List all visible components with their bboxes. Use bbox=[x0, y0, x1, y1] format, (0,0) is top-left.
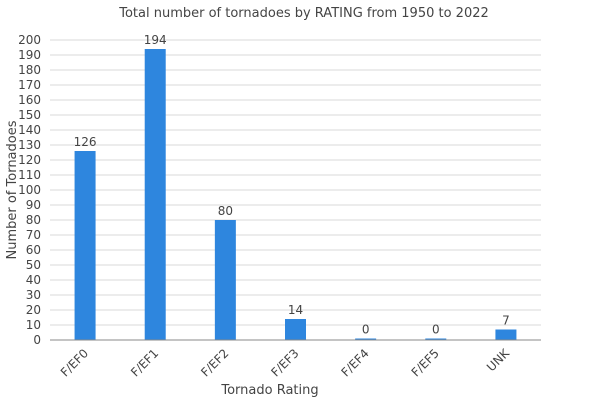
bar bbox=[425, 338, 447, 340]
y-tick-label: 120 bbox=[18, 153, 41, 167]
data-label: 126 bbox=[74, 135, 97, 149]
y-tick-label: 160 bbox=[18, 93, 41, 107]
y-tick-label: 80 bbox=[26, 213, 41, 227]
x-tick-label: UNK bbox=[484, 345, 513, 374]
y-tick-label: 150 bbox=[18, 108, 41, 122]
x-tick-label: F/EF3 bbox=[268, 346, 301, 379]
x-tick-label: F/EF1 bbox=[128, 346, 161, 379]
y-tick-label: 130 bbox=[18, 138, 41, 152]
x-tick-label: F/EF5 bbox=[409, 346, 442, 379]
x-tick-label: F/EF0 bbox=[58, 346, 91, 379]
bar bbox=[355, 338, 377, 340]
y-tick-label: 60 bbox=[26, 243, 41, 257]
y-tick-label: 40 bbox=[26, 273, 41, 287]
data-label: 0 bbox=[432, 323, 440, 337]
y-tick-label: 100 bbox=[18, 183, 41, 197]
data-label: 0 bbox=[362, 323, 370, 337]
y-tick-label: 200 bbox=[18, 33, 41, 47]
x-tick-label: F/EF2 bbox=[198, 346, 231, 379]
data-label: 7 bbox=[502, 314, 510, 328]
y-tick-label: 10 bbox=[26, 318, 41, 332]
y-tick-label: 90 bbox=[26, 198, 41, 212]
y-tick-label: 170 bbox=[18, 78, 41, 92]
bar bbox=[74, 151, 96, 340]
y-axis-ticks: 0102030405060708090100110120130140150160… bbox=[18, 33, 41, 347]
gridlines bbox=[50, 39, 541, 326]
y-tick-label: 20 bbox=[26, 303, 41, 317]
bar bbox=[144, 49, 166, 340]
bar bbox=[214, 220, 236, 340]
y-tick-label: 0 bbox=[33, 333, 41, 347]
data-label: 194 bbox=[144, 33, 167, 47]
y-tick-label: 140 bbox=[18, 123, 41, 137]
data-labels: 126 194 80 14 0 0 7 bbox=[74, 33, 510, 337]
y-tick-label: 110 bbox=[18, 168, 41, 182]
x-axis-ticks: F/EF0 F/EF1 F/EF2 F/EF3 F/EF4 F/EF5 UNK bbox=[58, 345, 513, 379]
x-tick-label: F/EF4 bbox=[338, 346, 371, 379]
bars bbox=[74, 49, 517, 340]
y-tick-label: 180 bbox=[18, 63, 41, 77]
y-tick-label: 50 bbox=[26, 258, 41, 272]
y-tick-label: 70 bbox=[26, 228, 41, 242]
bar bbox=[495, 329, 517, 340]
data-label: 80 bbox=[218, 204, 233, 218]
y-tick-label: 30 bbox=[26, 288, 41, 302]
x-axis-label: Tornado Rating bbox=[220, 383, 318, 398]
chart-title: Total number of tornadoes by RATING from… bbox=[118, 6, 489, 21]
y-tick-label: 190 bbox=[18, 48, 41, 62]
y-axis-label: Number of Tornadoes bbox=[5, 120, 20, 259]
data-label: 14 bbox=[288, 303, 303, 317]
bar bbox=[285, 319, 306, 340]
